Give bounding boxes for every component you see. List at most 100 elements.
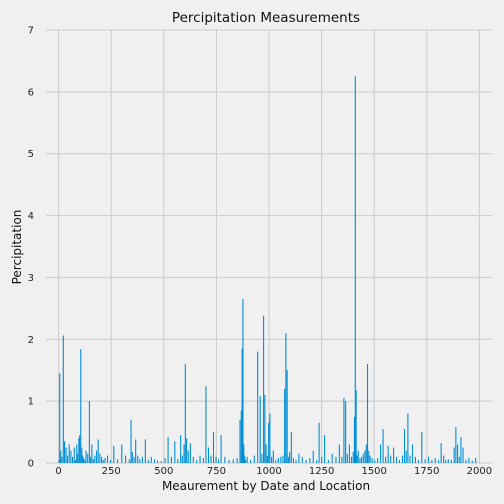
bar — [443, 455, 445, 463]
bar — [475, 458, 477, 463]
bar — [395, 456, 398, 463]
x-tick-label: 2000 — [467, 466, 492, 477]
bar — [66, 455, 69, 463]
bar — [368, 450, 370, 463]
bar — [249, 459, 252, 463]
x-tick-label: 1250 — [309, 466, 334, 477]
bar — [177, 459, 179, 463]
bar — [61, 456, 63, 463]
bar — [421, 432, 423, 463]
bar — [364, 450, 366, 463]
bar — [455, 427, 457, 463]
x-tick-label: 1500 — [361, 466, 386, 477]
bar — [343, 398, 345, 463]
bar — [68, 444, 70, 463]
y-tick-label: 5 — [28, 149, 34, 160]
bar — [246, 456, 248, 463]
bar — [335, 456, 337, 463]
x-tick-label: 500 — [154, 466, 173, 477]
grid-lines — [46, 29, 492, 464]
bar — [362, 453, 364, 463]
bar — [164, 458, 166, 463]
bar — [128, 459, 130, 463]
bar — [321, 456, 323, 463]
bar — [316, 459, 318, 463]
bar — [65, 447, 67, 463]
bar — [210, 455, 212, 463]
bar — [257, 351, 259, 463]
bar — [183, 444, 185, 463]
bar — [318, 422, 320, 463]
bar — [272, 450, 274, 463]
bar — [184, 364, 186, 463]
bar — [135, 439, 137, 463]
bar — [88, 401, 90, 463]
bar — [186, 438, 188, 463]
bar — [324, 435, 326, 463]
x-tick-label: 750 — [207, 466, 226, 477]
bar — [353, 416, 356, 463]
bar — [74, 459, 77, 463]
bar — [131, 451, 133, 463]
bar — [286, 370, 288, 463]
bar — [365, 444, 367, 463]
bar — [59, 373, 61, 463]
bar — [285, 333, 287, 463]
bar — [295, 459, 297, 463]
bar — [64, 441, 66, 463]
bar — [450, 459, 452, 463]
bar — [243, 444, 245, 463]
bar — [355, 390, 357, 463]
bar — [117, 459, 119, 463]
chart-title: Percipitation Measurements — [172, 10, 360, 26]
y-tick-label: 7 — [28, 26, 34, 37]
bar — [58, 459, 60, 463]
bar — [268, 422, 270, 463]
bar — [312, 450, 314, 463]
bar — [341, 456, 343, 463]
bar — [215, 456, 217, 463]
bar — [244, 455, 246, 463]
bar — [361, 456, 363, 463]
bar — [212, 432, 215, 463]
bar — [95, 450, 98, 463]
bar — [141, 456, 143, 463]
bar — [458, 456, 460, 463]
bar — [277, 458, 279, 463]
bar — [218, 459, 220, 463]
bar — [377, 458, 379, 463]
x-tick-label: 1000 — [256, 466, 281, 477]
bar — [263, 315, 265, 463]
bar — [385, 456, 387, 463]
bar — [354, 76, 356, 463]
bar — [407, 413, 409, 463]
bar — [382, 428, 384, 463]
bar — [405, 450, 407, 463]
bar — [87, 453, 89, 463]
bar — [137, 455, 139, 463]
bar — [261, 453, 263, 463]
bar — [106, 455, 109, 463]
y-tick-labels: 0 1 2 3 4 5 6 7 — [28, 26, 34, 470]
bar — [387, 445, 389, 463]
bar — [266, 455, 268, 463]
bar — [133, 456, 135, 463]
bar — [94, 455, 96, 463]
bar — [239, 419, 241, 463]
y-tick-label: 6 — [28, 87, 34, 98]
bar — [202, 458, 204, 463]
bar — [72, 456, 74, 463]
bar — [471, 460, 473, 463]
bar — [331, 453, 333, 463]
bar — [409, 455, 411, 463]
bar — [60, 450, 62, 463]
bar — [220, 435, 222, 463]
bar — [275, 459, 277, 463]
bar — [130, 419, 132, 463]
bar — [157, 460, 159, 463]
bar — [160, 461, 162, 463]
y-tick-label: 1 — [28, 397, 34, 408]
bar — [468, 458, 470, 463]
bar — [167, 437, 169, 463]
